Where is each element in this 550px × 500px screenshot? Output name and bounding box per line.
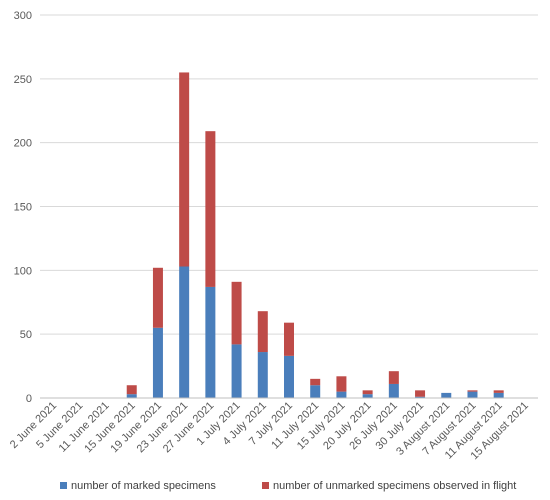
bar-unmarked-specimens — [336, 376, 347, 392]
bar-marked-specimens — [179, 266, 190, 398]
bar-marked-specimens — [362, 394, 373, 398]
bar-marked-specimens — [152, 327, 163, 398]
bar-marked-specimens — [467, 391, 478, 398]
legend-label: number of unmarked specimens observed in… — [273, 480, 516, 492]
bar-marked-specimens — [441, 392, 452, 398]
bars — [126, 72, 504, 398]
y-tick-label: 200 — [14, 138, 32, 150]
bar-marked-specimens — [126, 394, 137, 398]
bar-marked-specimens — [493, 392, 504, 398]
bar-unmarked-specimens — [415, 390, 426, 397]
y-axis-tick-labels: 0 50 100 150 200 250 300 — [14, 10, 32, 405]
bar-marked-specimens — [415, 396, 426, 398]
bar-marked-specimens — [284, 355, 294, 398]
bar-unmarked-specimens — [231, 281, 242, 345]
y-tick-label: 300 — [14, 10, 32, 22]
legend-swatch — [60, 482, 67, 489]
bar-marked-specimens — [336, 391, 347, 398]
bar-marked-specimens — [310, 385, 321, 398]
y-tick-label: 50 — [20, 329, 32, 341]
bar-unmarked-specimens — [467, 390, 478, 392]
bar-marked-specimens — [257, 352, 268, 398]
bar-unmarked-specimens — [493, 390, 504, 393]
y-tick-label: 250 — [14, 74, 32, 86]
y-tick-label: 0 — [26, 393, 32, 405]
bar-unmarked-specimens — [388, 371, 399, 384]
bar-unmarked-specimens — [362, 390, 373, 395]
bar-marked-specimens — [231, 344, 242, 398]
bar-unmarked-specimens — [257, 311, 268, 353]
bar-unmarked-specimens — [126, 385, 137, 395]
bar-unmarked-specimens — [152, 267, 163, 328]
y-tick-label: 150 — [14, 202, 32, 214]
bar-unmarked-specimens — [205, 131, 216, 287]
bar-marked-specimens — [388, 383, 399, 398]
bar-unmarked-specimens — [179, 72, 190, 267]
gridlines — [40, 14, 538, 335]
legend: number of marked specimens number of unma… — [60, 480, 516, 492]
legend-label: number of marked specimens — [71, 480, 216, 492]
y-tick-label: 100 — [14, 265, 32, 277]
bar-marked-specimens — [205, 286, 216, 398]
bar-unmarked-specimens — [310, 378, 321, 386]
bar-unmarked-specimens — [284, 322, 294, 356]
legend-swatch — [262, 482, 269, 489]
